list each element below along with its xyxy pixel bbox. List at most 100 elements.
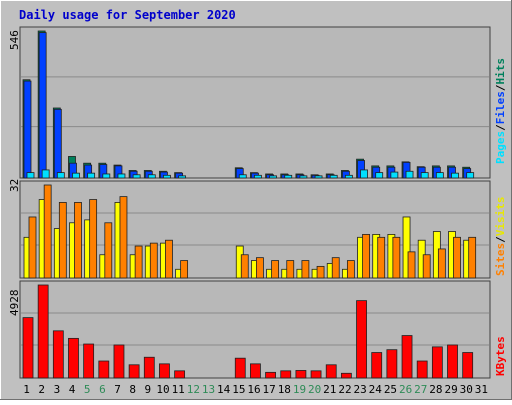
x-tick-label-31: 31	[475, 383, 488, 396]
bar-pages-day-16	[254, 174, 262, 179]
bar-files-day-1	[23, 80, 32, 179]
x-tick-label-29: 29	[444, 383, 457, 396]
bar-pages-day-18	[284, 174, 293, 179]
legend-sep-2: /	[494, 84, 507, 91]
x-tick-label-8: 8	[129, 383, 136, 396]
x-tick-label-28: 28	[429, 383, 442, 396]
bar-pages-day-29	[451, 172, 459, 179]
bar-sites-day-10	[165, 239, 173, 279]
chart-title: Daily usage for September 2020	[19, 8, 236, 22]
bar-pages-day-22	[344, 174, 353, 179]
bar-kbytes-day-2	[37, 284, 49, 379]
bar-pages-day-3	[56, 172, 65, 179]
bar-kbytes-day-11	[174, 370, 186, 379]
legend-panel2: Sites/Visits	[494, 197, 507, 277]
bar-files-day-3	[53, 108, 62, 179]
bar-kbytes-day-10	[159, 363, 170, 379]
bar-kbytes-day-3	[52, 330, 64, 379]
bar-kbytes-day-29	[447, 344, 458, 379]
x-tick-label-1: 1	[23, 383, 30, 396]
bar-sites-day-15	[240, 254, 249, 279]
legend-files: Files	[494, 91, 507, 124]
bar-sites-day-1	[28, 216, 37, 279]
legend-sites: Sites	[494, 243, 507, 276]
bar-visits-day-26	[402, 216, 411, 279]
bar-kbytes-day-30	[462, 352, 474, 379]
bar-sites-day-4	[74, 202, 82, 279]
x-tick-label-20: 20	[308, 383, 321, 396]
bar-pages-day-11	[178, 175, 187, 179]
bar-pages-day-15	[238, 174, 247, 179]
bar-kbytes-day-4	[68, 337, 79, 379]
x-tick-label-30: 30	[460, 383, 473, 396]
x-tick-label-3: 3	[54, 383, 61, 396]
bar-kbytes-day-21	[325, 364, 337, 379]
bar-kbytes-day-20	[310, 370, 322, 379]
bar-sites-day-19	[301, 260, 310, 279]
bar-sites-day-5	[89, 199, 98, 279]
bar-kbytes-day-24	[371, 352, 383, 379]
bar-pages-day-17	[269, 175, 277, 179]
bar-sites-day-26	[407, 251, 416, 279]
bar-pages-day-23	[360, 169, 368, 179]
bar-kbytes-day-25	[386, 349, 398, 379]
panel3-ymax-label: 4928	[8, 290, 21, 317]
legend-sep-3: /	[494, 236, 507, 243]
bar-kbytes-day-9	[143, 356, 155, 379]
x-tick-label-10: 10	[156, 383, 169, 396]
bar-kbytes-day-8	[128, 364, 140, 379]
bar-pages-day-25	[390, 171, 399, 179]
x-tick-label-25: 25	[384, 383, 397, 396]
legend-pages: Pages	[494, 131, 507, 164]
bar-pages-day-5	[87, 172, 96, 179]
bars	[22, 30, 477, 379]
bar-kbytes-day-17	[265, 371, 276, 379]
bar-kbytes-day-7	[113, 344, 125, 379]
bar-sites-day-22	[346, 260, 355, 279]
x-tick-label-2: 2	[38, 383, 45, 396]
x-tick-label-15: 15	[232, 383, 245, 396]
bar-kbytes-day-18	[280, 370, 292, 379]
x-tick-label-11: 11	[172, 383, 185, 396]
x-tick-label-13: 13	[202, 383, 215, 396]
x-tick-label-9: 9	[145, 383, 152, 396]
bar-sites-day-30	[468, 236, 477, 279]
bar-sites-day-25	[392, 236, 401, 279]
bar-pages-day-21	[329, 174, 338, 179]
panel1-ymax-label: 546	[8, 30, 21, 50]
bar-pages-day-20	[314, 175, 323, 179]
legend-sep-1: /	[494, 124, 507, 131]
bar-sites-day-17	[271, 260, 279, 279]
bar-pages-day-2	[41, 169, 50, 179]
bar-sites-day-20	[316, 265, 325, 279]
bar-kbytes-day-23	[356, 300, 367, 379]
bar-sites-day-2	[43, 184, 52, 279]
x-tick-label-18: 18	[278, 383, 291, 396]
bar-pages-day-24	[375, 172, 384, 179]
legend-panel1: Pages/Files/Hits	[494, 58, 507, 164]
x-tick-label-23: 23	[354, 383, 367, 396]
x-tick-label-16: 16	[247, 383, 260, 396]
bar-pages-day-6	[102, 173, 111, 179]
bar-sites-day-23	[362, 234, 370, 279]
bar-pages-day-4	[72, 172, 80, 179]
bar-pages-day-26	[405, 170, 414, 179]
x-tick-label-17: 17	[263, 383, 276, 396]
panel-hits-files-pages	[19, 26, 491, 179]
bar-sites-day-16	[256, 257, 264, 279]
x-tick-label-12: 12	[187, 383, 200, 396]
bar-pages-day-8	[132, 174, 141, 179]
x-tick-label-19: 19	[293, 383, 306, 396]
x-tick-label-24: 24	[369, 383, 383, 396]
x-tick-label-14: 14	[217, 383, 231, 396]
x-tick-labels: 1 2 3 4 5 6 7 8 9 10 11 12 13 14 15 16 17 18 19 20 21 22 23 24 2…	[23, 383, 488, 396]
bar-sites-day-11	[180, 260, 189, 279]
bar-pages-day-30	[466, 172, 475, 179]
x-tick-label-4: 4	[69, 383, 76, 396]
bar-sites-day-9	[149, 242, 158, 279]
x-tick-label-26: 26	[399, 383, 412, 396]
bar-pages-day-7	[117, 173, 126, 179]
bar-files-day-2	[38, 32, 47, 179]
bar-kbytes-day-19	[295, 370, 307, 379]
